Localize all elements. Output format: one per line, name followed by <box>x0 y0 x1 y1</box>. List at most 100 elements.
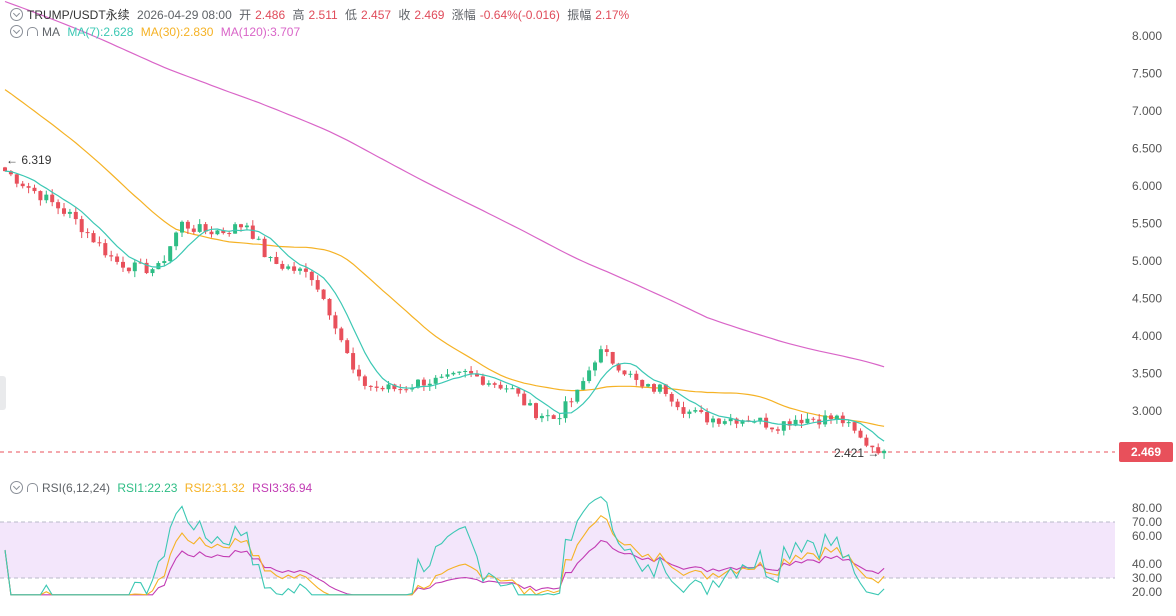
candle-body <box>728 418 733 422</box>
alert-bell-icon[interactable] <box>27 27 38 36</box>
candle-body <box>398 389 403 391</box>
candle-body <box>764 417 769 428</box>
candle-body <box>457 371 462 373</box>
candle-body <box>628 373 633 375</box>
change-label: 涨幅 <box>451 8 476 22</box>
candle-body <box>522 393 527 406</box>
rsi-tick-label: 40.00 <box>1132 557 1162 571</box>
candle-body <box>722 421 727 424</box>
rsi-tick-label: 80.00 <box>1132 501 1162 515</box>
candle-body <box>705 411 710 423</box>
price-tick-label: 5.500 <box>1132 217 1162 231</box>
candle-body <box>587 370 592 382</box>
rsi-legend: RSI(6,12,24) RSI1:22.23 RSI2:31.32 RSI3:… <box>10 481 316 495</box>
candle-body <box>439 376 444 378</box>
price-tick-label: 6.000 <box>1132 179 1162 193</box>
candle-body <box>770 427 774 430</box>
candle-body <box>262 238 267 258</box>
candle-body <box>309 271 314 281</box>
candle-body <box>716 418 721 424</box>
candle-body <box>56 202 61 209</box>
candle-body <box>197 224 202 232</box>
candle-body <box>699 410 704 412</box>
rsi-tick-label: 30.00 <box>1132 571 1162 585</box>
candle-body <box>274 256 279 264</box>
price-tick-label: 4.000 <box>1132 329 1162 343</box>
rsi2-legend: RSI2:31.32 <box>184 481 245 495</box>
ma120-line <box>4 0 885 368</box>
candle-body <box>846 422 851 424</box>
candle-body <box>829 415 833 420</box>
ma7-legend: MA(7):2.628 <box>67 25 134 39</box>
candle-body <box>758 417 763 422</box>
price-tick-label: 7.000 <box>1132 104 1162 118</box>
ohlc-header: TRUMP/USDT永续 2026-04-29 08:00 开 2.486 高 2.… <box>10 6 633 23</box>
change-value: -0.64%(-0.016) <box>479 8 560 22</box>
candle-body <box>121 261 125 268</box>
candle-body <box>711 418 715 423</box>
candle-body <box>203 224 208 232</box>
collapse-icon[interactable] <box>10 25 23 38</box>
rsi-tick-label: 70.00 <box>1132 515 1162 529</box>
ma120-legend: MA(120):3.707 <box>220 25 301 39</box>
candle-body <box>687 411 692 414</box>
collapse-icon[interactable] <box>10 8 23 21</box>
candle-body <box>209 231 214 235</box>
candle-body <box>62 208 66 214</box>
candle-body <box>404 389 409 391</box>
candle-body <box>734 418 739 424</box>
candle-body <box>268 256 273 258</box>
candle-body <box>492 383 497 385</box>
candle-body <box>475 373 479 377</box>
ma30-line <box>4 89 885 427</box>
candle-body <box>174 232 179 247</box>
alert-bell-icon[interactable] <box>27 483 38 492</box>
candle-body <box>132 262 137 272</box>
candle-body <box>156 263 161 270</box>
low-label: 低 <box>345 8 358 22</box>
candle-body <box>362 376 367 386</box>
candle-body <box>427 383 432 386</box>
candle-body <box>239 224 243 228</box>
datetime-label: 2026-04-29 08:00 <box>137 8 232 22</box>
price-axis: 8.000 7.500 7.000 6.500 6.000 5.500 5.000 4.500… <box>0 29 1162 453</box>
candle-body <box>286 266 291 269</box>
candle-body <box>85 232 90 234</box>
candle-body <box>386 384 391 390</box>
close-label: 收 <box>398 8 411 22</box>
candle-body <box>616 363 621 371</box>
candle-body <box>421 379 426 386</box>
scroll-handle[interactable] <box>0 376 6 410</box>
candle-body <box>463 370 468 372</box>
ma30-legend: MA(30):2.830 <box>140 25 214 39</box>
collapse-icon[interactable] <box>10 481 23 494</box>
ma7-path <box>4 170 885 442</box>
candle-body <box>315 280 320 290</box>
price-markers: ← 6.319 2.421 → <box>6 153 879 460</box>
candle-body <box>333 315 338 329</box>
price-tick-label: 5.000 <box>1132 254 1162 268</box>
candle-body <box>799 419 804 424</box>
candle-body <box>227 233 232 235</box>
candle-body <box>528 403 533 406</box>
candle-body <box>598 349 603 363</box>
rsi-tick-label: 60.00 <box>1132 529 1162 543</box>
candle-body <box>640 379 645 387</box>
candle-body <box>781 421 786 431</box>
candle-body <box>292 266 297 271</box>
candle-body <box>486 383 491 385</box>
candle-body <box>823 415 828 425</box>
price-tick-label: 3.500 <box>1132 367 1162 381</box>
close-value: 2.469 <box>414 8 445 22</box>
candle-body <box>345 340 350 354</box>
candle-body <box>327 298 332 316</box>
symbol-label: TRUMP/USDT永续 <box>27 8 130 22</box>
candle-body <box>91 233 96 243</box>
candle-body <box>876 447 881 454</box>
rsi3-legend: RSI3:36.94 <box>252 481 313 495</box>
candle-body <box>557 418 562 420</box>
open-label: 开 <box>239 8 252 22</box>
amplitude-value: 2.17% <box>595 8 630 22</box>
candle-body <box>180 221 184 233</box>
